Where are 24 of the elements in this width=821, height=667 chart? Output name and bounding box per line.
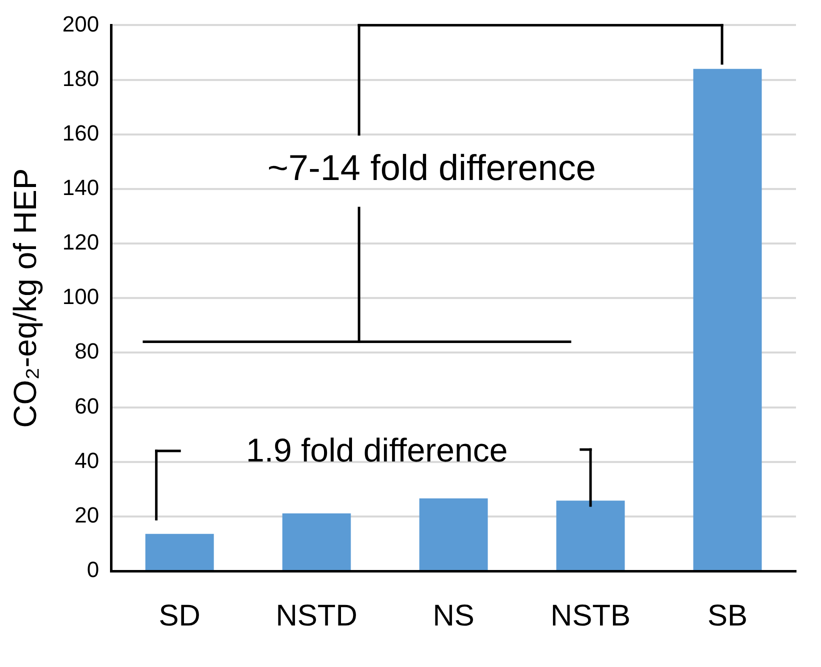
x-tick-label: NSTB [550, 599, 631, 632]
y-tick-label: 20 [74, 502, 100, 528]
y-tick-label: 140 [62, 175, 100, 200]
y-tick-label: 0 [86, 557, 100, 582]
bar [282, 513, 351, 570]
bar [693, 68, 762, 570]
y-tick-label: 200 [62, 11, 100, 36]
x-tick-label: SD [158, 599, 200, 632]
y-tick-label: 80 [74, 338, 100, 364]
y-axis-title: CO₂-eq/kg of HEP [7, 168, 44, 428]
y-tick-label: 160 [62, 120, 100, 146]
x-tick-label: NS [432, 599, 474, 632]
y-tick-label: 120 [62, 230, 100, 255]
annotation: 1.9 fold difference [246, 431, 508, 468]
y-tick-label: 40 [74, 448, 100, 473]
bar [419, 498, 488, 570]
bar [145, 534, 214, 570]
x-tick-label: SB [707, 599, 748, 632]
y-tick-label: 100 [62, 284, 100, 310]
bar [556, 500, 625, 570]
y-tick-label: 180 [62, 66, 100, 91]
annotation: ~7-14 fold difference [267, 146, 596, 188]
x-tick-label: NSTD [276, 599, 358, 632]
y-tick-label: 60 [74, 393, 100, 418]
